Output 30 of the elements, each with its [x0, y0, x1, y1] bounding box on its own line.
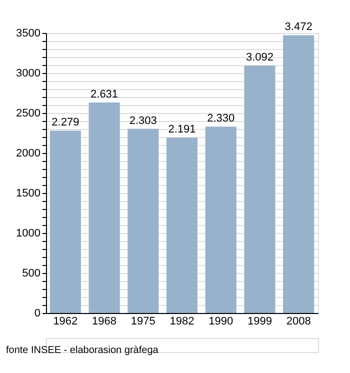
x-tick-label: 1982: [170, 316, 194, 328]
bar: [205, 126, 236, 313]
bar: [88, 102, 120, 313]
data-label: 2.303: [129, 114, 157, 127]
data-label: 2.191: [168, 124, 196, 136]
y-tick-label: 2500: [16, 108, 40, 120]
y-tick-label: 1000: [16, 228, 40, 240]
data-label: 2.279: [52, 116, 80, 129]
data-label: 3.472: [284, 21, 312, 34]
y-tick-label: 3500: [16, 28, 40, 40]
bar: [128, 128, 159, 313]
y-tick-label: 1500: [16, 188, 40, 200]
bar: [166, 138, 198, 313]
y-tick-label: 3000: [16, 68, 40, 80]
bar: [283, 35, 314, 313]
x-tick-label: 1999: [247, 316, 272, 328]
x-tick-label: 2008: [286, 316, 311, 328]
y-tick-label: 500: [22, 268, 40, 280]
x-tick-label: 1968: [92, 316, 117, 328]
y-tick-label: 2000: [16, 148, 40, 160]
data-label: 2.330: [207, 112, 235, 125]
source-note: fonte INSEE - elaborasion gràfega: [6, 345, 159, 356]
bar: [244, 66, 276, 313]
bar: [50, 130, 81, 313]
x-tick-label: 1975: [130, 316, 156, 328]
data-label: 3.092: [246, 52, 274, 64]
x-tick-label: 1990: [208, 316, 234, 328]
x-tick-label: 1962: [53, 316, 78, 328]
data-label: 2.631: [90, 88, 118, 101]
y-tick-label: 0: [34, 308, 40, 320]
